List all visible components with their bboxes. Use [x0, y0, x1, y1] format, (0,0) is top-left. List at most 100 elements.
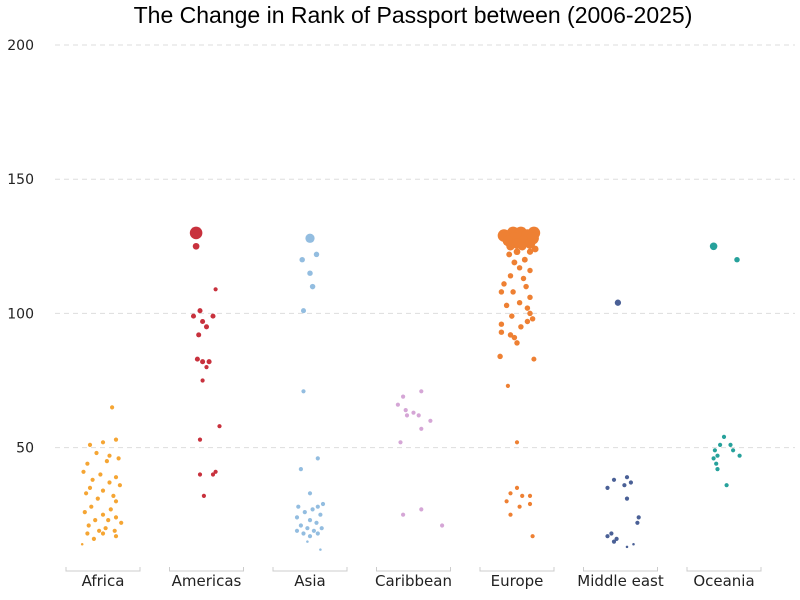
data-point-americas [200, 318, 206, 325]
data-point-americas [204, 365, 209, 370]
data-point-oceania [715, 467, 720, 472]
data-point-caribbean [401, 512, 406, 517]
data-point-americas [196, 332, 202, 338]
data-point-africa [100, 512, 106, 517]
data-point-europe [531, 245, 539, 253]
data-point-europe [503, 302, 510, 309]
data-point-europe [518, 242, 527, 251]
data-point-americas [194, 356, 200, 362]
data-point-europe [506, 251, 513, 258]
x-category-bracket [583, 567, 658, 572]
data-point-caribbean [416, 413, 421, 418]
x-tick-label: Americas [172, 572, 242, 590]
data-point-americas [217, 424, 222, 429]
data-point-americas [210, 313, 216, 319]
x-category-bracket [479, 567, 555, 572]
data-point-asia [315, 504, 320, 509]
data-point-asia [296, 504, 301, 509]
data-point-europe [527, 493, 533, 498]
data-point-americas [203, 324, 210, 330]
data-point-africa [103, 526, 108, 531]
data-point-asia [320, 501, 326, 507]
x-tick-label: Asia [294, 572, 325, 590]
x-axis: Africa Americas Asia Caribbean Europe Middle … [65, 567, 762, 590]
data-point-africa [93, 518, 98, 523]
data-point-caribbean [419, 426, 424, 431]
data-point-caribbean [398, 440, 403, 445]
data-point-americas [197, 308, 203, 314]
data-point-asia [315, 456, 320, 461]
data-point-middle-east [635, 520, 640, 525]
data-point-africa [113, 515, 119, 520]
data-point-africa [112, 528, 117, 533]
data-point-europe [513, 248, 521, 256]
data-point-europe [520, 493, 525, 498]
data-point-caribbean [404, 413, 410, 418]
data-point-europe [523, 283, 529, 290]
data-point-europe [527, 501, 533, 507]
data-point-africa [81, 469, 86, 474]
data-point-middle-east [611, 539, 617, 544]
data-point-europe [509, 313, 515, 319]
data-point-americas [200, 378, 205, 383]
data-point-africa [104, 459, 109, 464]
data-point-middle-east [624, 475, 630, 480]
data-point-europe [524, 305, 531, 311]
data-point-europe [511, 259, 518, 266]
data-point-caribbean [395, 402, 400, 407]
data-point-oceania [734, 256, 740, 263]
data-point-oceania [718, 442, 723, 447]
x-category-bracket [169, 567, 244, 572]
data-point-caribbean [440, 523, 445, 528]
data-point-asia [298, 523, 303, 528]
data-point-asia [305, 526, 310, 531]
data-point-europe [527, 267, 533, 274]
x-tick-label: Oceania [693, 572, 754, 590]
data-point-europe [501, 281, 507, 287]
data-point-africa [111, 493, 116, 498]
data-point-europe [514, 340, 520, 346]
data-point-oceania [724, 483, 729, 488]
data-point-europe [497, 353, 503, 360]
data-point-europe [524, 238, 536, 249]
data-point-middle-east [632, 543, 635, 546]
data-point-middle-east [636, 515, 641, 520]
data-point-europe [526, 248, 534, 255]
data-point-europe [516, 299, 523, 306]
data-point-africa [117, 483, 122, 488]
data-point-asia [319, 526, 324, 531]
data-point-africa [107, 480, 112, 485]
data-point-africa [110, 405, 115, 410]
data-point-africa [85, 461, 90, 466]
data-point-middle-east [611, 477, 617, 482]
y-tick-label: 150 [7, 172, 34, 188]
data-point-europe [508, 491, 513, 496]
data-point-asia [294, 515, 300, 520]
data-point-europe [530, 534, 535, 539]
data-point-middle-east [625, 545, 629, 549]
data-point-europe [527, 294, 533, 301]
data-point-asia [319, 548, 322, 551]
data-point-europe [516, 265, 523, 271]
data-point-europe [518, 324, 524, 330]
data-point-africa [82, 509, 87, 515]
data-point-africa [91, 536, 96, 542]
data-point-oceania [721, 434, 727, 439]
data-point-asia [300, 308, 307, 314]
data-point-europe [498, 289, 505, 295]
data-point-africa [100, 531, 106, 536]
data-point-middle-east [622, 483, 627, 488]
data-point-asia [294, 528, 300, 533]
x-category-bracket [376, 567, 451, 572]
data-point-asia [301, 389, 306, 394]
data-point-asia [307, 534, 313, 539]
data-point-africa [113, 499, 119, 504]
data-point-europe [527, 310, 533, 317]
data-point-africa [95, 496, 100, 501]
data-point-asia [309, 283, 316, 290]
data-point-asia [318, 512, 323, 517]
data-point-asia [307, 491, 313, 496]
data-point-oceania [714, 461, 719, 466]
